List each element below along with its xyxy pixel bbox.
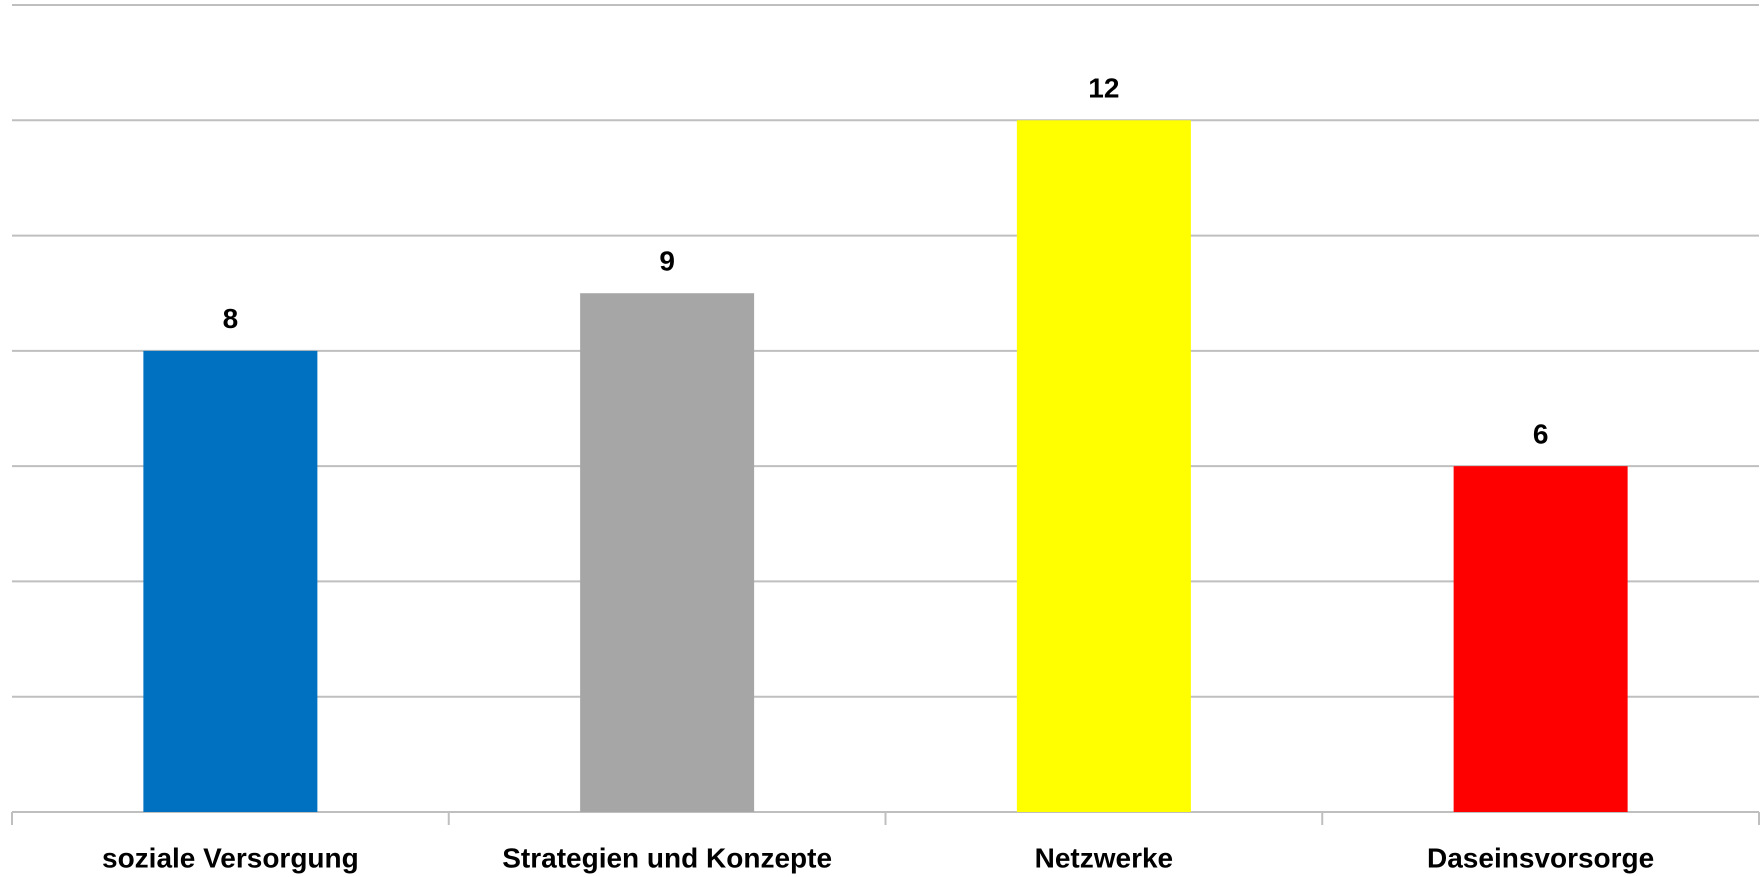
x-tick-label: Strategien und Konzepte [502, 842, 832, 873]
x-tick-label: soziale Versorgung [102, 842, 359, 873]
bar [1453, 466, 1628, 812]
value-label: 12 [1088, 73, 1119, 104]
bar [143, 350, 318, 812]
value-label: 9 [659, 246, 675, 277]
x-tick-label: Daseinsvorsorge [1427, 842, 1654, 873]
x-tick-label: Netzwerke [1035, 842, 1174, 873]
bar [1016, 120, 1191, 813]
value-label: 8 [223, 303, 239, 334]
bar [580, 293, 755, 812]
value-label: 6 [1533, 419, 1549, 450]
